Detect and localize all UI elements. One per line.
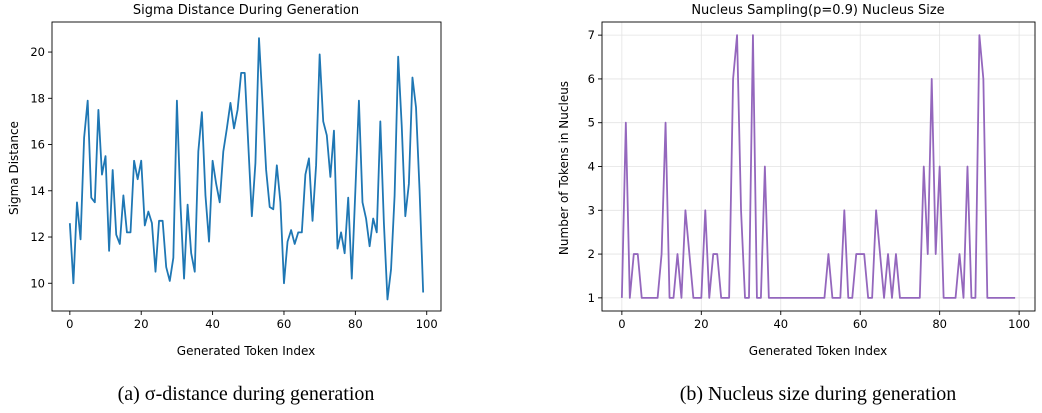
- y-tick-label: 16: [30, 138, 45, 152]
- x-tick-label: 0: [618, 317, 625, 331]
- y-axis-label-b: Number of Tokens in Nucleus: [557, 81, 571, 255]
- caption-b: (b) Nucleus size during generation: [680, 383, 957, 405]
- x-tick-label: 100: [1008, 317, 1030, 331]
- y-tick-label: 1: [588, 291, 595, 305]
- y-tick-label: 4: [588, 160, 595, 174]
- panel-sigma-distance: Sigma Distance During Generation Generat…: [7, 3, 442, 405]
- plot-frame-a: [51, 21, 442, 312]
- x-axis-label-b: Generated Token Index: [749, 344, 887, 358]
- y-tick-label: 2: [588, 247, 595, 261]
- x-tick-label: 60: [853, 317, 868, 331]
- x-tick-label: 80: [348, 317, 363, 331]
- y-tick-label: 5: [588, 116, 595, 130]
- caption-a: (a) σ-distance during generation: [118, 383, 375, 405]
- panel-nucleus-size: Nucleus Sampling(p=0.9) Nucleus Size Gen…: [557, 3, 1036, 405]
- x-tick-label: 0: [66, 317, 73, 331]
- y-tick-label: 7: [588, 28, 595, 42]
- y-tick-label: 6: [588, 72, 595, 86]
- x-tick-label: 40: [773, 317, 788, 331]
- y-tick-label: 18: [30, 91, 45, 105]
- series-line-b: [620, 34, 1016, 299]
- series-line-a: [68, 37, 425, 301]
- chart-title-b: Nucleus Sampling(p=0.9) Nucleus Size: [691, 3, 944, 18]
- x-axis-label-a: Generated Token Index: [177, 344, 315, 358]
- x-tick-label: 60: [277, 317, 292, 331]
- chart-title-a: Sigma Distance During Generation: [133, 3, 359, 18]
- x-tick-label: 100: [416, 317, 438, 331]
- y-tick-label: 20: [30, 45, 45, 59]
- x-tick-label: 20: [694, 317, 709, 331]
- y-tick-label: 14: [30, 184, 45, 198]
- y-axis-label-a: Sigma Distance: [7, 121, 21, 215]
- y-tick-label: 3: [588, 203, 595, 217]
- x-tick-label: 40: [205, 317, 220, 331]
- y-tick-label: 12: [30, 230, 45, 244]
- x-tick-label: 80: [932, 317, 947, 331]
- x-tick-label: 20: [134, 317, 149, 331]
- y-tick-label: 10: [30, 276, 45, 290]
